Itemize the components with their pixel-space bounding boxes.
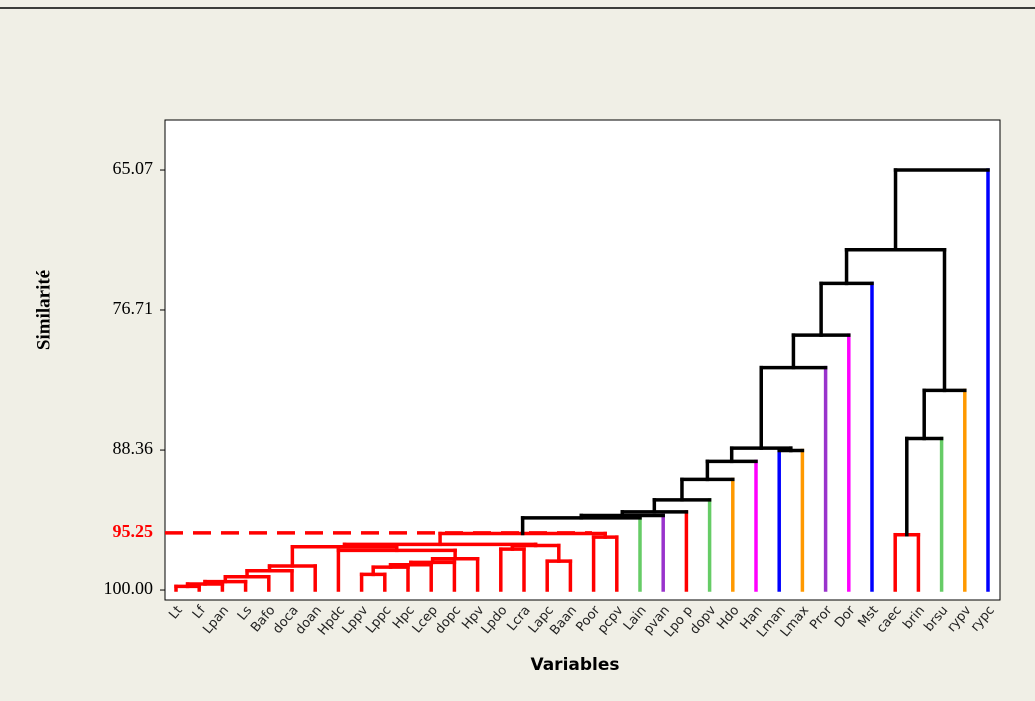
cut-line-label: 95.25	[113, 521, 154, 541]
y-tick-label: 100.00	[104, 578, 154, 598]
y-tick-label: 65.07	[113, 158, 154, 178]
x-axis-label: Variables	[530, 655, 619, 675]
y-tick-label: 76.71	[113, 298, 154, 318]
y-tick-label: 88.36	[113, 438, 154, 458]
y-axis-label: Similarité	[33, 270, 54, 350]
plot-area	[164, 119, 1001, 601]
